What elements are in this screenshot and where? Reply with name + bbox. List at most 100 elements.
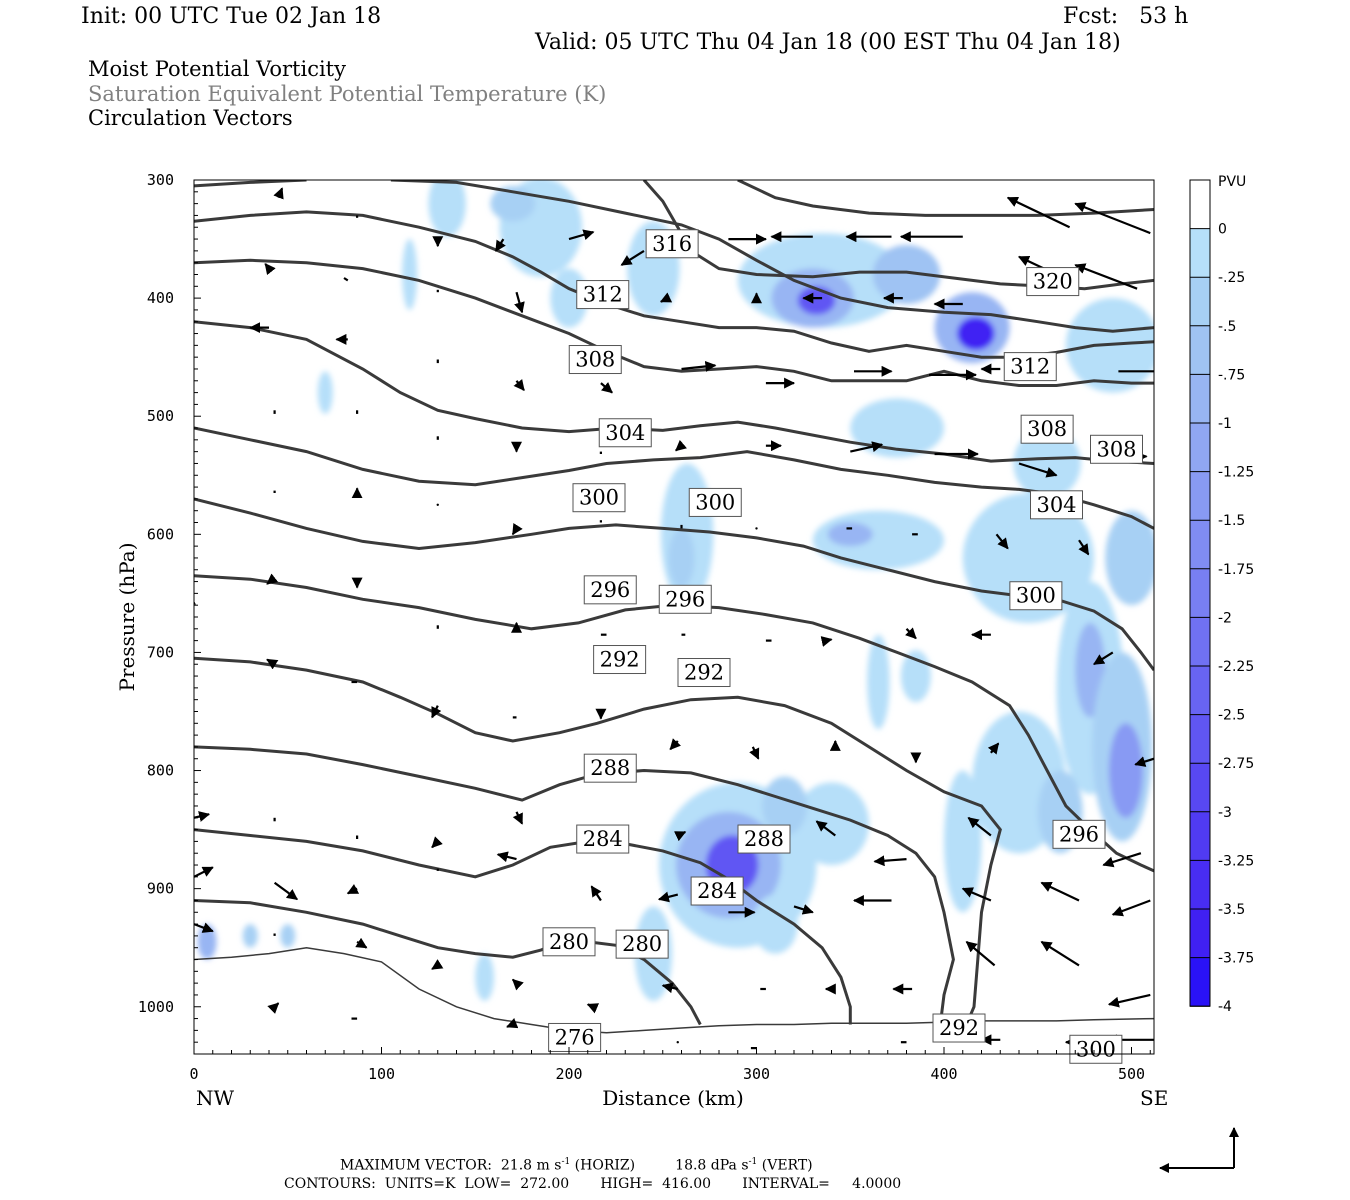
max-horiz-value: 21.8 m s <box>500 1157 562 1174</box>
contour-label: 308 <box>1090 434 1143 464</box>
vector-arrow <box>674 831 687 842</box>
colorbar-swatch <box>1190 423 1210 472</box>
colorbar-label: -3.25 <box>1218 853 1254 869</box>
colorbar-label: -4 <box>1218 999 1232 1015</box>
contour-label-text: 284 <box>697 879 737 903</box>
contour-label: 308 <box>568 345 622 375</box>
contour-label-box <box>615 929 669 959</box>
colorbar-swatch <box>1190 763 1210 812</box>
contour-label-text: 308 <box>1096 437 1136 461</box>
contour-label-text: 300 <box>695 490 735 514</box>
contour-label-box <box>583 753 637 783</box>
contour-label-text: 316 <box>652 232 692 256</box>
contour-label-box <box>576 280 630 310</box>
contour-label-text: 320 <box>1033 270 1073 294</box>
theta-e-contour <box>194 899 702 1026</box>
pv-region <box>1109 723 1143 818</box>
contour-label-box <box>1026 267 1080 297</box>
contour-label-box <box>542 927 596 957</box>
pv-region <box>1013 428 1081 499</box>
vector-arrow <box>1093 651 1114 666</box>
contour-label-box <box>1030 490 1083 520</box>
vector-arrow <box>987 742 1000 755</box>
vector-arrow <box>1111 899 1151 917</box>
vector-arrow <box>513 379 525 392</box>
contour-label: 292 <box>677 658 731 688</box>
contour-label: 284 <box>576 824 630 854</box>
contour-label-box <box>932 1013 986 1043</box>
contour-label: 292 <box>593 645 647 675</box>
contour-label-box <box>568 345 622 375</box>
pv-region <box>867 634 890 730</box>
pv-region <box>317 371 333 414</box>
contour-label: 300 <box>572 483 626 513</box>
vector-arrow <box>669 738 682 751</box>
colorbar-swatch <box>1190 471 1210 521</box>
contour-label: 308 <box>1020 414 1074 444</box>
y-tick-label: 800 <box>147 762 174 780</box>
colorbar-label: -3.5 <box>1218 902 1245 918</box>
pv-region <box>242 924 258 948</box>
vector-arrow <box>1074 263 1138 290</box>
contour-label: 284 <box>690 876 744 906</box>
contour-label: 296 <box>1052 819 1106 849</box>
contour-label: 292 <box>932 1013 986 1043</box>
x-tick-label: 300 <box>743 1065 770 1083</box>
contour-label-text: 288 <box>590 756 630 780</box>
contour-label-text: 280 <box>549 930 589 954</box>
colorbar-label: -2.25 <box>1218 659 1254 675</box>
x-tick-label: 200 <box>555 1065 582 1083</box>
vector-arrow <box>194 866 214 878</box>
contour-label-box <box>598 418 652 448</box>
horiz-tag: (HORIZ) <box>574 1157 636 1174</box>
pv-region <box>668 528 695 588</box>
colorbar-label: -.25 <box>1218 270 1245 286</box>
vector-arrow <box>659 292 673 303</box>
vector-arrow <box>586 1003 600 1014</box>
colorbar-swatch <box>1190 228 1210 278</box>
y-tick-label: 1000 <box>138 998 174 1016</box>
theta-e-contours <box>194 180 1154 1034</box>
vector-arrow <box>1006 196 1071 229</box>
vector-arrow <box>194 811 211 822</box>
colorbar-swatch <box>1190 666 1210 715</box>
vector-arrow <box>266 658 279 670</box>
pv-region <box>794 782 869 866</box>
theta-e-contour <box>390 180 1154 333</box>
contour-label: 304 <box>1030 490 1083 520</box>
colorbar-swatch <box>1190 277 1210 326</box>
vector-arrow <box>661 982 679 994</box>
contour-label: 276 <box>548 1022 602 1052</box>
pv-region <box>957 317 995 351</box>
vector-arrow <box>681 360 717 372</box>
footer-max-vector: MAXIMUM VECTOR: 21.8 m s-1 (HORIZ) 18.8 … <box>340 1157 813 1174</box>
vector-arrow <box>850 441 884 453</box>
vector-arrow <box>343 277 349 282</box>
vector-point <box>755 527 758 530</box>
contour-label-box <box>1069 1034 1123 1064</box>
contour-label-text: 292 <box>684 661 724 685</box>
vector-arrow <box>905 627 917 640</box>
pv-region <box>1105 510 1154 606</box>
vector-arrow <box>793 904 814 915</box>
theta-e-contour <box>194 258 1154 387</box>
vector-arrow <box>1040 881 1080 902</box>
pv-region <box>797 286 836 315</box>
vector-arrow <box>514 291 525 314</box>
contour-label: 312 <box>576 280 630 310</box>
contour-label-text: 292 <box>600 648 640 672</box>
colorbar: PVU 0 -.25 -.5 -.75 -1 -1.25 -1.5 -1.75 -2 -2.25 -2… <box>1189 174 1254 1015</box>
vector-arrow <box>568 229 595 241</box>
vector-arrow <box>194 594 196 605</box>
vector-arrow <box>267 1002 280 1015</box>
vector-arrow <box>194 922 214 933</box>
contour-label-box <box>737 824 791 854</box>
contour-label-box <box>593 645 647 675</box>
contour-label: 300 <box>688 487 742 517</box>
contour-label: 300 <box>1069 1034 1123 1064</box>
contour-label-box <box>1052 819 1106 849</box>
theta-e-contour <box>194 320 1154 465</box>
contour-label-text: 280 <box>622 932 662 956</box>
vector-arrow <box>995 533 1009 550</box>
vector-arrow <box>1078 539 1090 556</box>
